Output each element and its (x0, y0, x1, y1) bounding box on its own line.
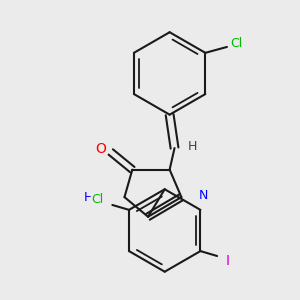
Text: O: O (95, 142, 106, 156)
Text: Cl: Cl (91, 193, 104, 206)
Text: I: I (226, 254, 230, 268)
Text: H: H (188, 140, 197, 153)
Text: HN: HN (84, 190, 103, 204)
Text: N: N (199, 189, 208, 202)
Text: Cl: Cl (231, 37, 243, 50)
